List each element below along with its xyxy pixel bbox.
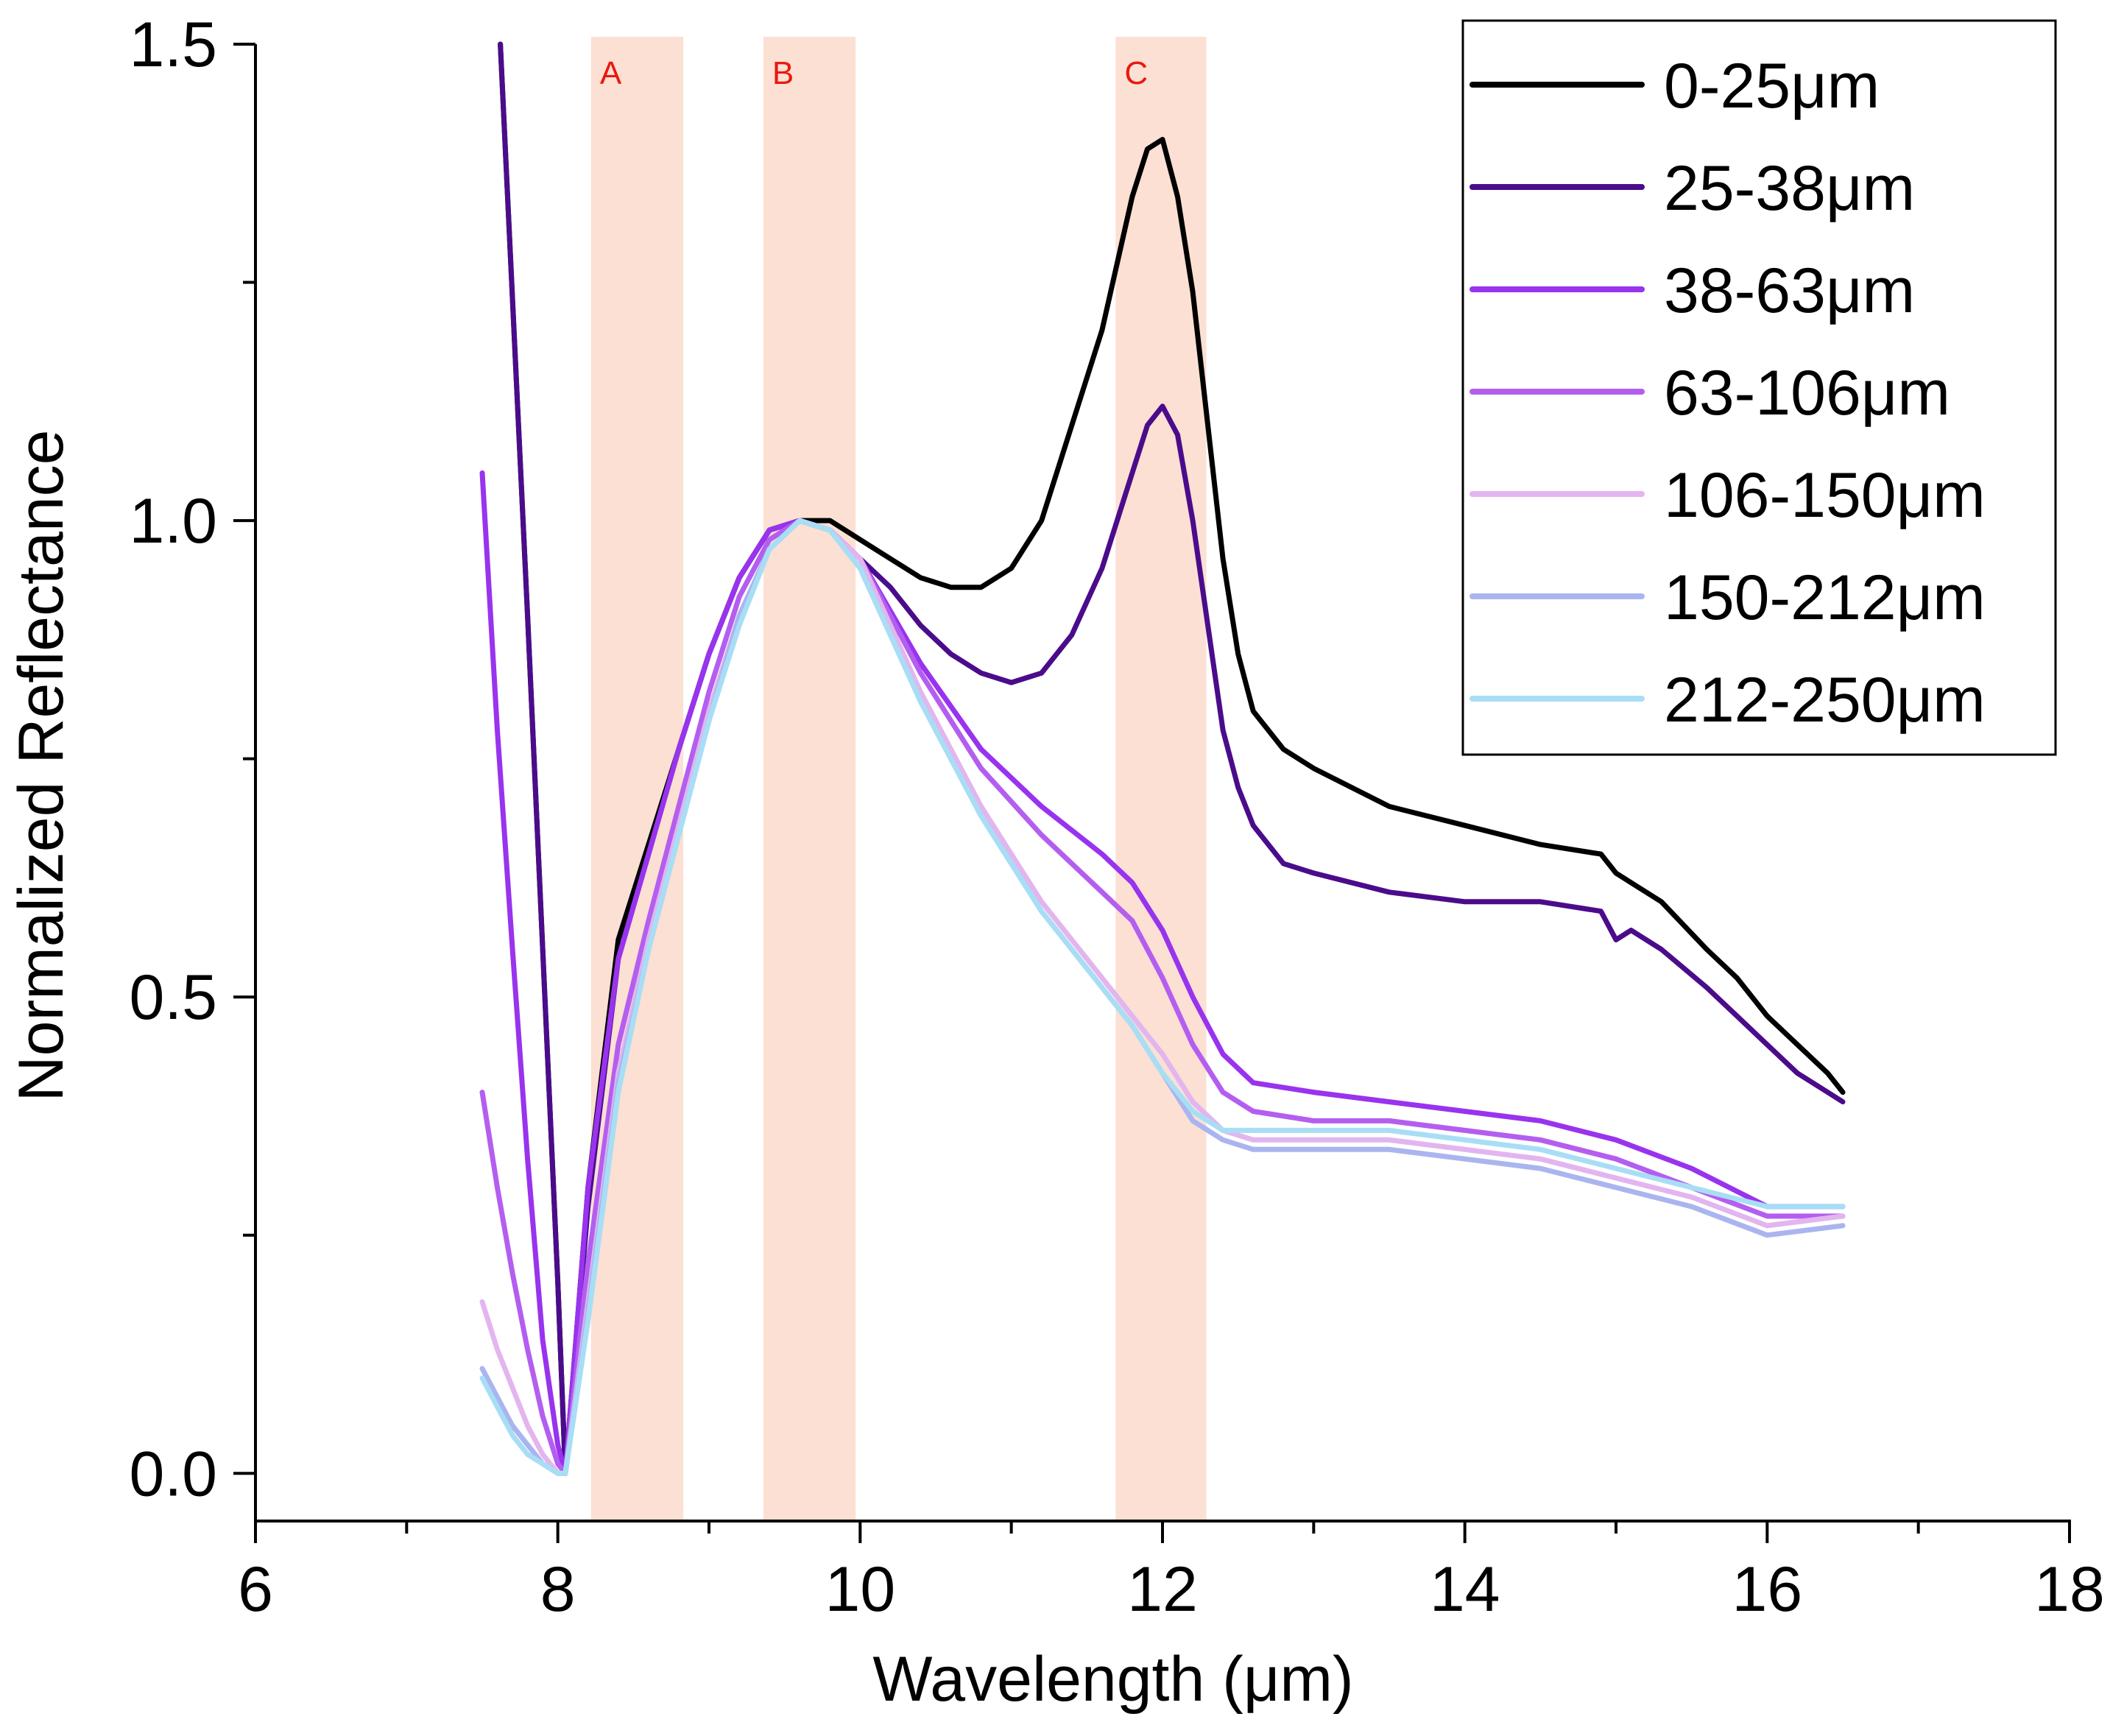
- series-line-6: [479, 518, 1846, 1476]
- y-tick-label: 1.5: [129, 10, 217, 80]
- y-axis-label: Normalized Reflectance: [6, 430, 77, 1102]
- band-label-c: C: [1124, 55, 1148, 91]
- band-label-a: A: [600, 55, 622, 91]
- x-tick-label: 10: [825, 1554, 895, 1625]
- legend-label: 212-250μm: [1664, 665, 1986, 735]
- band-b: [763, 37, 856, 1521]
- series-line-3: [479, 518, 1846, 1476]
- x-tick-label: 6: [238, 1554, 273, 1625]
- band-regions: A B C: [590, 37, 1207, 1521]
- legend-label: 106-150μm: [1664, 460, 1986, 531]
- y-tick-label: 0.0: [129, 1439, 217, 1509]
- x-tick-label: 8: [540, 1554, 576, 1625]
- band-c: [1115, 37, 1207, 1521]
- y-tick-label: 0.5: [129, 962, 217, 1033]
- band-label-b: B: [772, 55, 794, 91]
- legend-label: 25-38μm: [1664, 153, 1915, 224]
- legend-label: 38-63μm: [1664, 255, 1915, 326]
- y-tick-label: 1.0: [129, 486, 217, 557]
- series-lines: [479, 41, 1846, 1476]
- axes: 6 8 10 12 14 16 18 0.0 0.5 1.0 1.5: [129, 10, 2104, 1625]
- x-tick-label: 14: [1430, 1554, 1500, 1625]
- legend: 0-25μm 25-38μm 38-63μm 63-106μm 106-150μm 150…: [1461, 19, 2057, 756]
- legend-label: 63-106μm: [1664, 358, 1950, 428]
- x-tick-label: 18: [2034, 1554, 2105, 1625]
- x-tick-label: 16: [1732, 1554, 1802, 1625]
- x-tick-label: 12: [1127, 1554, 1198, 1625]
- x-axis-label: Wavelength (μm): [872, 1644, 1353, 1715]
- legend-label: 150-212μm: [1664, 562, 1986, 633]
- legend-box: [1461, 19, 2057, 756]
- legend-label: 0-25μm: [1664, 51, 1880, 121]
